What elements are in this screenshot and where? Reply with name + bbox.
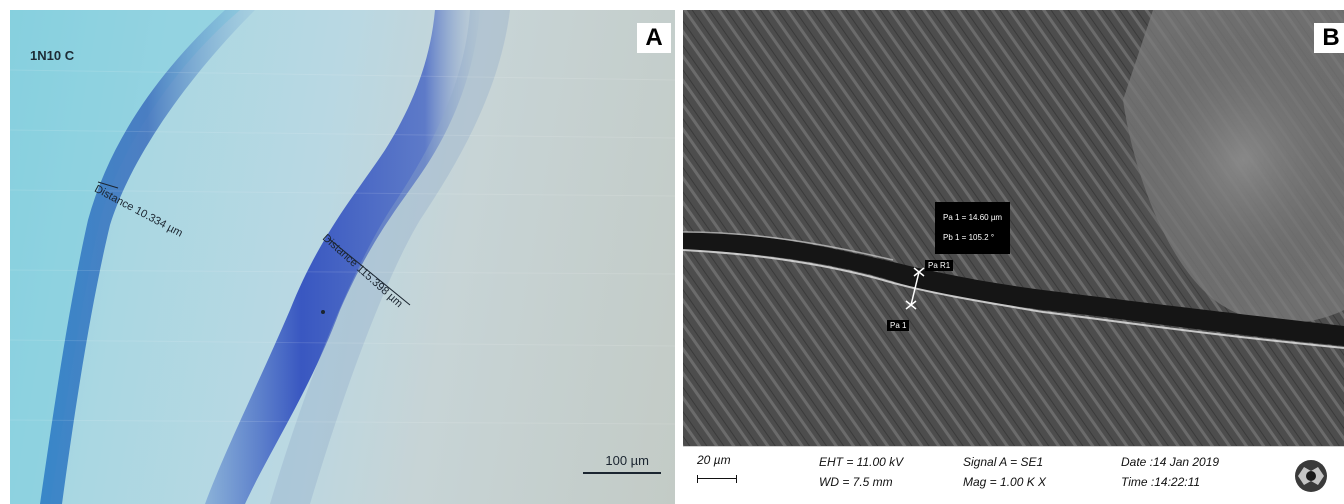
- info-scale-label: 20 µm: [697, 453, 731, 467]
- info-date: Date :14 Jan 2019: [1121, 455, 1220, 469]
- panel-b-sem-micrograph: Pa 1 = 14.60 µm Pb 1 = 105.2 ° Pa R1 Pa …: [683, 10, 1344, 504]
- measurement-readout-line-2: Pb 1 = 105.2 °: [943, 233, 995, 242]
- info-time: Time :14:22:11: [1121, 475, 1201, 489]
- panel-a-light-micrograph: A 1N10 C Distance 10.334 µm Distance 115…: [10, 10, 675, 504]
- scale-bar-label: 100 µm: [605, 453, 649, 468]
- panel-letter-a: A: [637, 23, 671, 53]
- info-mag: Mag = 1.00 K X: [963, 475, 1047, 489]
- info-signal: Signal A = SE1: [963, 455, 1044, 469]
- scale-bar: [583, 472, 661, 474]
- info-scale-bar: [697, 475, 737, 483]
- panel-letter-b: B: [1314, 23, 1344, 53]
- measurement-readout-line-1: Pa 1 = 14.60 µm: [943, 213, 1003, 222]
- sem-info-bar: 20 µm EHT = 11.00 kV WD = 7.5 mm Signal …: [683, 446, 1344, 504]
- measurement-readout-box: Pa 1 = 14.60 µm Pb 1 = 105.2 °: [935, 202, 1011, 254]
- info-wd: WD = 7.5 mm: [819, 475, 893, 489]
- info-eht: EHT = 11.00 kV: [819, 455, 904, 469]
- label-pa-1: Pa 1: [887, 320, 910, 331]
- micrograph-stain-bands: [10, 10, 675, 504]
- institution-logo-icon: [1295, 460, 1327, 492]
- sample-code-label: 1N10 C: [30, 48, 75, 63]
- sem-surface-image: [683, 10, 1344, 446]
- label-pa-r1: Pa R1: [925, 260, 954, 271]
